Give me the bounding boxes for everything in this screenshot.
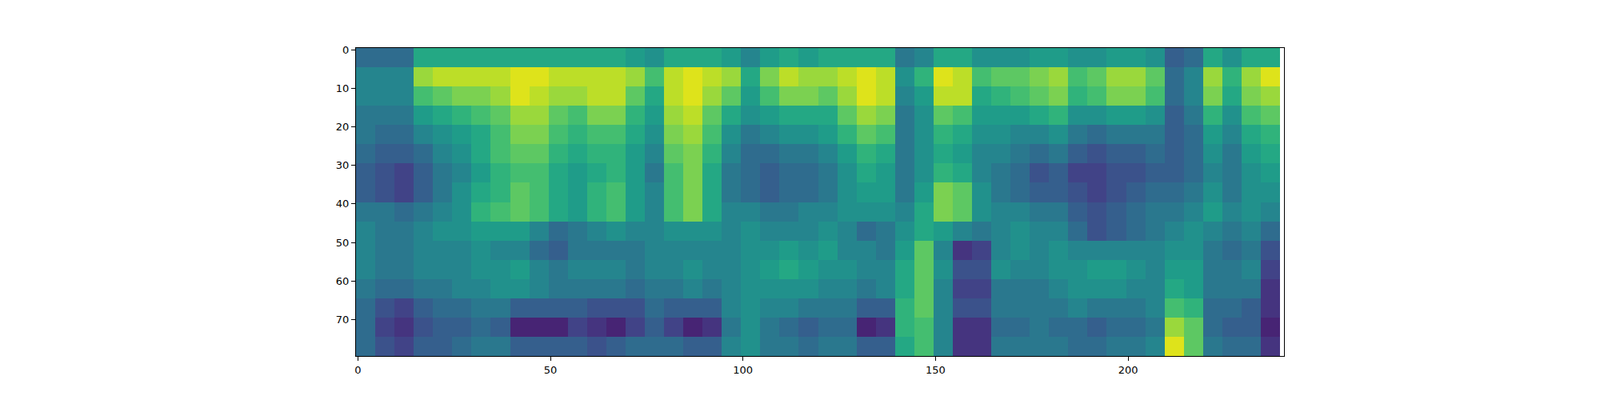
- svg-text:70: 70: [336, 313, 350, 326]
- svg-text:0: 0: [354, 364, 361, 376]
- svg-text:200: 200: [1118, 364, 1139, 376]
- svg-text:30: 30: [336, 159, 350, 172]
- svg-text:20: 20: [336, 120, 350, 133]
- svg-text:40: 40: [336, 197, 350, 210]
- svg-text:10: 10: [336, 82, 350, 95]
- svg-text:50: 50: [336, 236, 350, 249]
- svg-text:50: 50: [544, 364, 558, 376]
- svg-text:0: 0: [342, 44, 349, 56]
- svg-text:60: 60: [336, 275, 350, 288]
- svg-text:150: 150: [925, 364, 946, 376]
- svg-text:100: 100: [732, 364, 753, 376]
